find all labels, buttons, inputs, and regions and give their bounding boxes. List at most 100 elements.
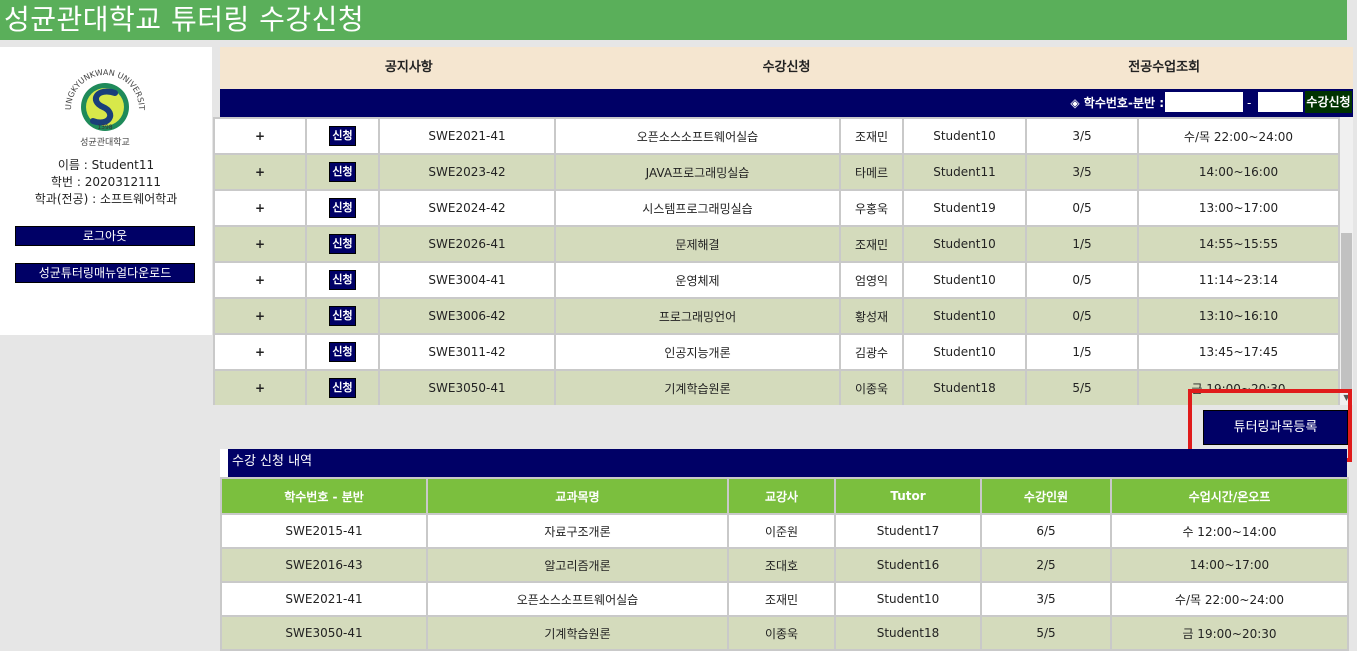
history-enrollment: 3/5: [980, 581, 1112, 617]
apply-button[interactable]: 신청: [329, 306, 356, 326]
expand-plus-icon[interactable]: +: [254, 201, 266, 215]
expand-plus-icon[interactable]: +: [254, 165, 266, 179]
history-row: SWE2021-41 오픈소스소프트웨어실습 조재민 Student10 3/5 수/목 …: [220, 581, 1349, 617]
history-code: SWE2021-41: [220, 581, 428, 617]
apply-button[interactable]: 신청: [329, 378, 356, 398]
course-row: + 신청 SWE2021-41 오픈소스소프트웨어실습 조재민 Student10 3/5 수…: [213, 117, 1340, 155]
course-time: 수/목 22:00~24:00: [1137, 117, 1340, 155]
expand-plus-icon[interactable]: +: [254, 345, 266, 359]
history-title-cell: 기계학습원론: [426, 615, 729, 651]
history-time: 수/목 22:00~24:00: [1110, 581, 1349, 617]
course-title: 프로그래밍언어: [554, 297, 841, 335]
course-tutor: Student10: [902, 225, 1027, 263]
logo-text-bottom: 성균관대학교: [80, 137, 130, 148]
course-row: + 신청 SWE3011-42 인공지능개론 김광수 Student10 1/5 13:45~…: [213, 333, 1340, 371]
apply-button[interactable]: 신청: [329, 270, 356, 290]
course-code: SWE3006-42: [378, 297, 556, 335]
apply-button[interactable]: 신청: [329, 126, 356, 146]
course-tutor: Student10: [902, 333, 1027, 371]
course-tutor: Student19: [902, 189, 1027, 227]
course-code: SWE2026-41: [378, 225, 556, 263]
course-title: 인공지능개론: [554, 333, 841, 371]
course-row: + 신청 SWE2023-42 JAVA프로그래밍실습 타메르 Student11 3/5 1…: [213, 153, 1340, 191]
course-enrollment: 3/5: [1025, 117, 1139, 155]
history-title-cell: 오픈소스소프트웨어실습: [426, 581, 729, 617]
course-row-expand[interactable]: +: [213, 297, 307, 335]
course-time: 13:45~17:45: [1137, 333, 1340, 371]
course-tutor: Student10: [902, 261, 1027, 299]
history-time: 수 12:00~14:00: [1110, 513, 1349, 549]
major-value: 소프트웨어학과: [99, 192, 178, 206]
course-row-expand[interactable]: +: [213, 153, 307, 191]
history-professor: 이준원: [727, 513, 836, 549]
enroll-submit-button[interactable]: 수강신청: [1305, 91, 1352, 113]
section-input[interactable]: [1258, 92, 1303, 112]
history-professor: 이종욱: [727, 615, 836, 651]
page-title: 성균관대학교 튜터링 수강신청: [4, 3, 365, 36]
apply-button[interactable]: 신청: [329, 342, 356, 362]
course-enrollment: 0/5: [1025, 297, 1139, 335]
course-professor: 타메르: [839, 153, 904, 191]
course-row-expand[interactable]: +: [213, 369, 307, 405]
course-tutor: Student10: [902, 297, 1027, 335]
course-professor: 우홍욱: [839, 189, 904, 227]
user-info: 이름 : Student11 학번 : 2020312111 학과(전공) : …: [0, 157, 212, 208]
course-row-expand[interactable]: +: [213, 117, 307, 155]
university-logo: SUNGKYUNKWAN UNIVERSITY 1398 성균관대학교: [57, 57, 151, 151]
nav-major-courses[interactable]: 전공수업조회: [1128, 60, 1201, 75]
course-enrollment: 0/5: [1025, 189, 1139, 227]
student-id-value: 2020312111: [84, 175, 162, 189]
expand-plus-icon[interactable]: +: [254, 237, 266, 251]
register-tutoring-course-button[interactable]: 튜터링과목등록: [1203, 410, 1348, 445]
history-professor: 조재민: [727, 581, 836, 617]
apply-button[interactable]: 신청: [329, 162, 356, 182]
history-time: 14:00~17:00: [1110, 547, 1349, 583]
history-row: SWE2015-41 자료구조개론 이준원 Student17 6/5 수 12:00~1…: [220, 513, 1349, 549]
course-enrollment: 3/5: [1025, 153, 1139, 191]
expand-plus-icon[interactable]: +: [254, 273, 266, 287]
major-label: 학과(전공) :: [34, 192, 97, 206]
main-nav: 공지사항 수강신청 전공수업조회: [220, 47, 1353, 89]
scroll-down-icon[interactable]: ▼: [1343, 393, 1350, 402]
course-title: 운영체제: [554, 261, 841, 299]
course-row: + 신청 SWE3050-41 기계학습원론 이종욱 Student18 5/5 금 19:0…: [213, 369, 1340, 405]
apply-button[interactable]: 신청: [329, 234, 356, 254]
course-title: 오픈소스소프트웨어실습: [554, 117, 841, 155]
history-code: SWE2015-41: [220, 513, 428, 549]
expand-plus-icon[interactable]: +: [254, 309, 266, 323]
course-professor: 김광수: [839, 333, 904, 371]
course-code: SWE2023-42: [378, 153, 556, 191]
course-code-search-bar: ◈ 학수번호-분반 : - 수강신청: [220, 89, 1353, 117]
course-time: 14:00~16:00: [1137, 153, 1340, 191]
course-list[interactable]: + 신청 SWE2021-41 오픈소스소프트웨어실습 조재민 Student10 3/5 수…: [213, 117, 1340, 405]
course-time: 14:55~15:55: [1137, 225, 1340, 263]
scrollbar-thumb[interactable]: [1341, 233, 1352, 393]
course-enrollment: 1/5: [1025, 333, 1139, 371]
history-table: 학수번호 - 분반 교과목명 교강사 Tutor 수강인원 수업시간/온오프 S…: [220, 477, 1349, 651]
course-code-input[interactable]: [1165, 92, 1243, 112]
course-row-apply-cell: 신청: [305, 297, 380, 335]
nav-notice[interactable]: 공지사항: [384, 60, 433, 75]
course-enrollment: 0/5: [1025, 261, 1139, 299]
course-row: + 신청 SWE3006-42 프로그래밍언어 황성재 Student10 0/5 13:10…: [213, 297, 1340, 335]
logout-button[interactable]: 로그아웃: [15, 226, 195, 246]
course-code-label: ◈ 학수번호-분반 :: [1070, 96, 1164, 110]
history-time: 금 19:00~20:30: [1110, 615, 1349, 651]
course-row-expand[interactable]: +: [213, 261, 307, 299]
expand-plus-icon[interactable]: +: [254, 129, 266, 143]
expand-plus-icon[interactable]: +: [254, 381, 266, 395]
course-row: + 신청 SWE2024-42 시스템프로그래밍실습 우홍욱 Student19 0/5 13…: [213, 189, 1340, 227]
manual-download-button[interactable]: 성균튜터링매뉴얼다운로드: [15, 263, 195, 283]
course-professor: 조재민: [839, 117, 904, 155]
nav-registration[interactable]: 수강신청: [762, 60, 811, 75]
course-row: + 신청 SWE2026-41 문제해결 조재민 Student10 1/5 14:55~15…: [213, 225, 1340, 263]
sidebar: SUNGKYUNKWAN UNIVERSITY 1398 성균관대학교 이름 :…: [0, 47, 212, 335]
course-row-expand[interactable]: +: [213, 333, 307, 371]
course-row-expand[interactable]: +: [213, 189, 307, 227]
history-row: SWE2016-43 알고리즘개론 조대호 Student16 2/5 14:00~17:…: [220, 547, 1349, 583]
course-row-expand[interactable]: +: [213, 225, 307, 263]
col-header-professor: 교강사: [727, 477, 836, 515]
apply-button[interactable]: 신청: [329, 198, 356, 218]
course-enrollment: 1/5: [1025, 225, 1139, 263]
course-row-apply-cell: 신청: [305, 261, 380, 299]
